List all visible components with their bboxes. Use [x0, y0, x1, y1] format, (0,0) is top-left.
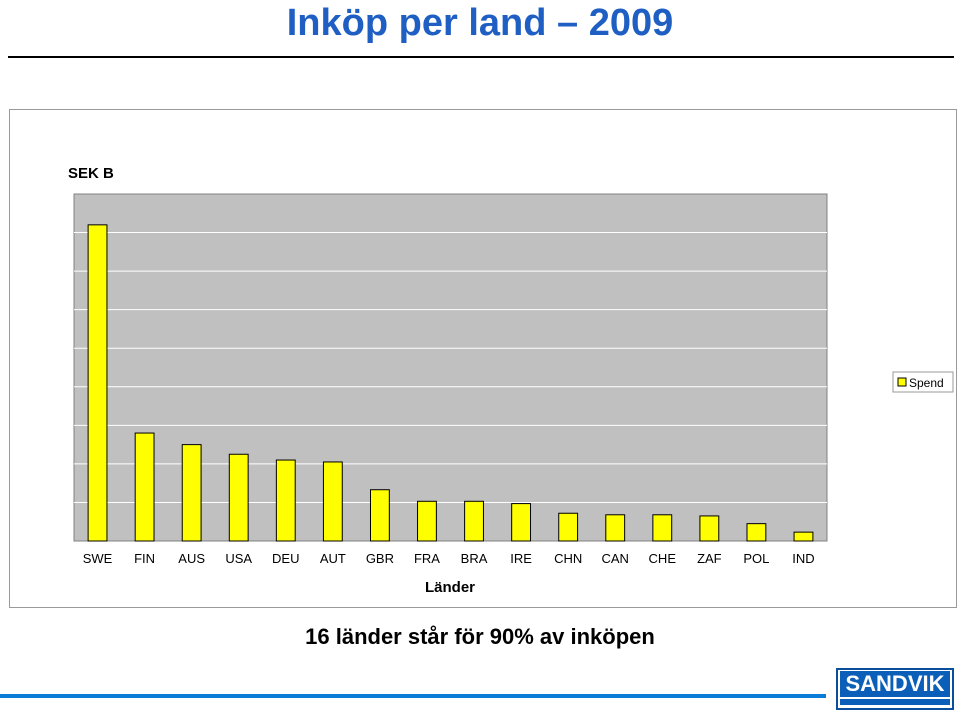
- x-tick-label-aut: AUT: [320, 551, 346, 566]
- x-tick-label-fra: FRA: [414, 551, 440, 566]
- bar-fin: [134, 432, 155, 542]
- x-tick-label-can: CAN: [601, 551, 628, 566]
- footer-divider: [0, 694, 826, 698]
- bar-aus: [181, 444, 202, 542]
- bar-ind: [793, 531, 814, 542]
- legend-box: [892, 371, 954, 393]
- x-tick-label-swe: SWE: [83, 551, 113, 566]
- bars: [87, 224, 814, 542]
- bar-deu: [275, 459, 296, 542]
- bar-bra: [464, 500, 484, 542]
- legend: Spend: [892, 371, 954, 393]
- x-tick-label-usa: USA: [225, 551, 252, 566]
- x-tick-label-aus: AUS: [178, 551, 205, 566]
- bar-zaf: [699, 515, 720, 542]
- slide-subtitle: 16 länder står för 90% av inköpen: [305, 624, 655, 649]
- x-axis-label: Länder: [425, 579, 475, 596]
- x-tick-label-ire: IRE: [510, 551, 532, 566]
- logo-stripe: [840, 699, 950, 705]
- x-tick-label-pol: POL: [743, 551, 769, 566]
- bar-chn: [558, 512, 579, 542]
- x-tick-label-deu: DEU: [272, 551, 299, 566]
- x-tick-label-chn: CHN: [554, 551, 582, 566]
- x-tick-label-fin: FIN: [134, 551, 155, 566]
- bar-can: [605, 514, 626, 542]
- bar-fra: [417, 500, 437, 542]
- bar-usa: [228, 453, 249, 542]
- logo-wordmark: SANDVIK: [840, 671, 950, 697]
- x-tick-labels: SWE FIN AUS USA DEU AUT GBR FRA BRA IRE CHN CAN CHE Z…: [83, 551, 815, 566]
- bar-aut: [322, 461, 343, 542]
- y-axis-label: SEK B: [68, 165, 114, 182]
- bar-chart: SEK B SWE FIN AUS USA DEU AUT GBR FRA BRA IRE CHN C…: [68, 165, 954, 596]
- sandvik-logo: SANDVIK: [836, 668, 954, 710]
- legend-swatch: [897, 377, 907, 387]
- chart-frame: SEK B SWE FIN AUS USA DEU AUT GBR FRA BRA IRE CHN C…: [9, 109, 957, 608]
- legend-label: Spend: [909, 376, 944, 390]
- bar-che: [652, 514, 673, 542]
- x-tick-label-ind: IND: [792, 551, 814, 566]
- x-tick-label-che: CHE: [649, 551, 677, 566]
- x-tick-label-gbr: GBR: [366, 551, 394, 566]
- bar-gbr: [369, 489, 390, 542]
- bar-pol: [746, 523, 767, 542]
- x-tick-label-zaf: ZAF: [697, 551, 722, 566]
- x-tick-label-bra: BRA: [461, 551, 488, 566]
- slide-title: Inköp per land – 2009: [286, 2, 674, 44]
- bar-ire: [511, 503, 532, 542]
- title-divider: [8, 56, 954, 58]
- bar-swe: [87, 224, 108, 542]
